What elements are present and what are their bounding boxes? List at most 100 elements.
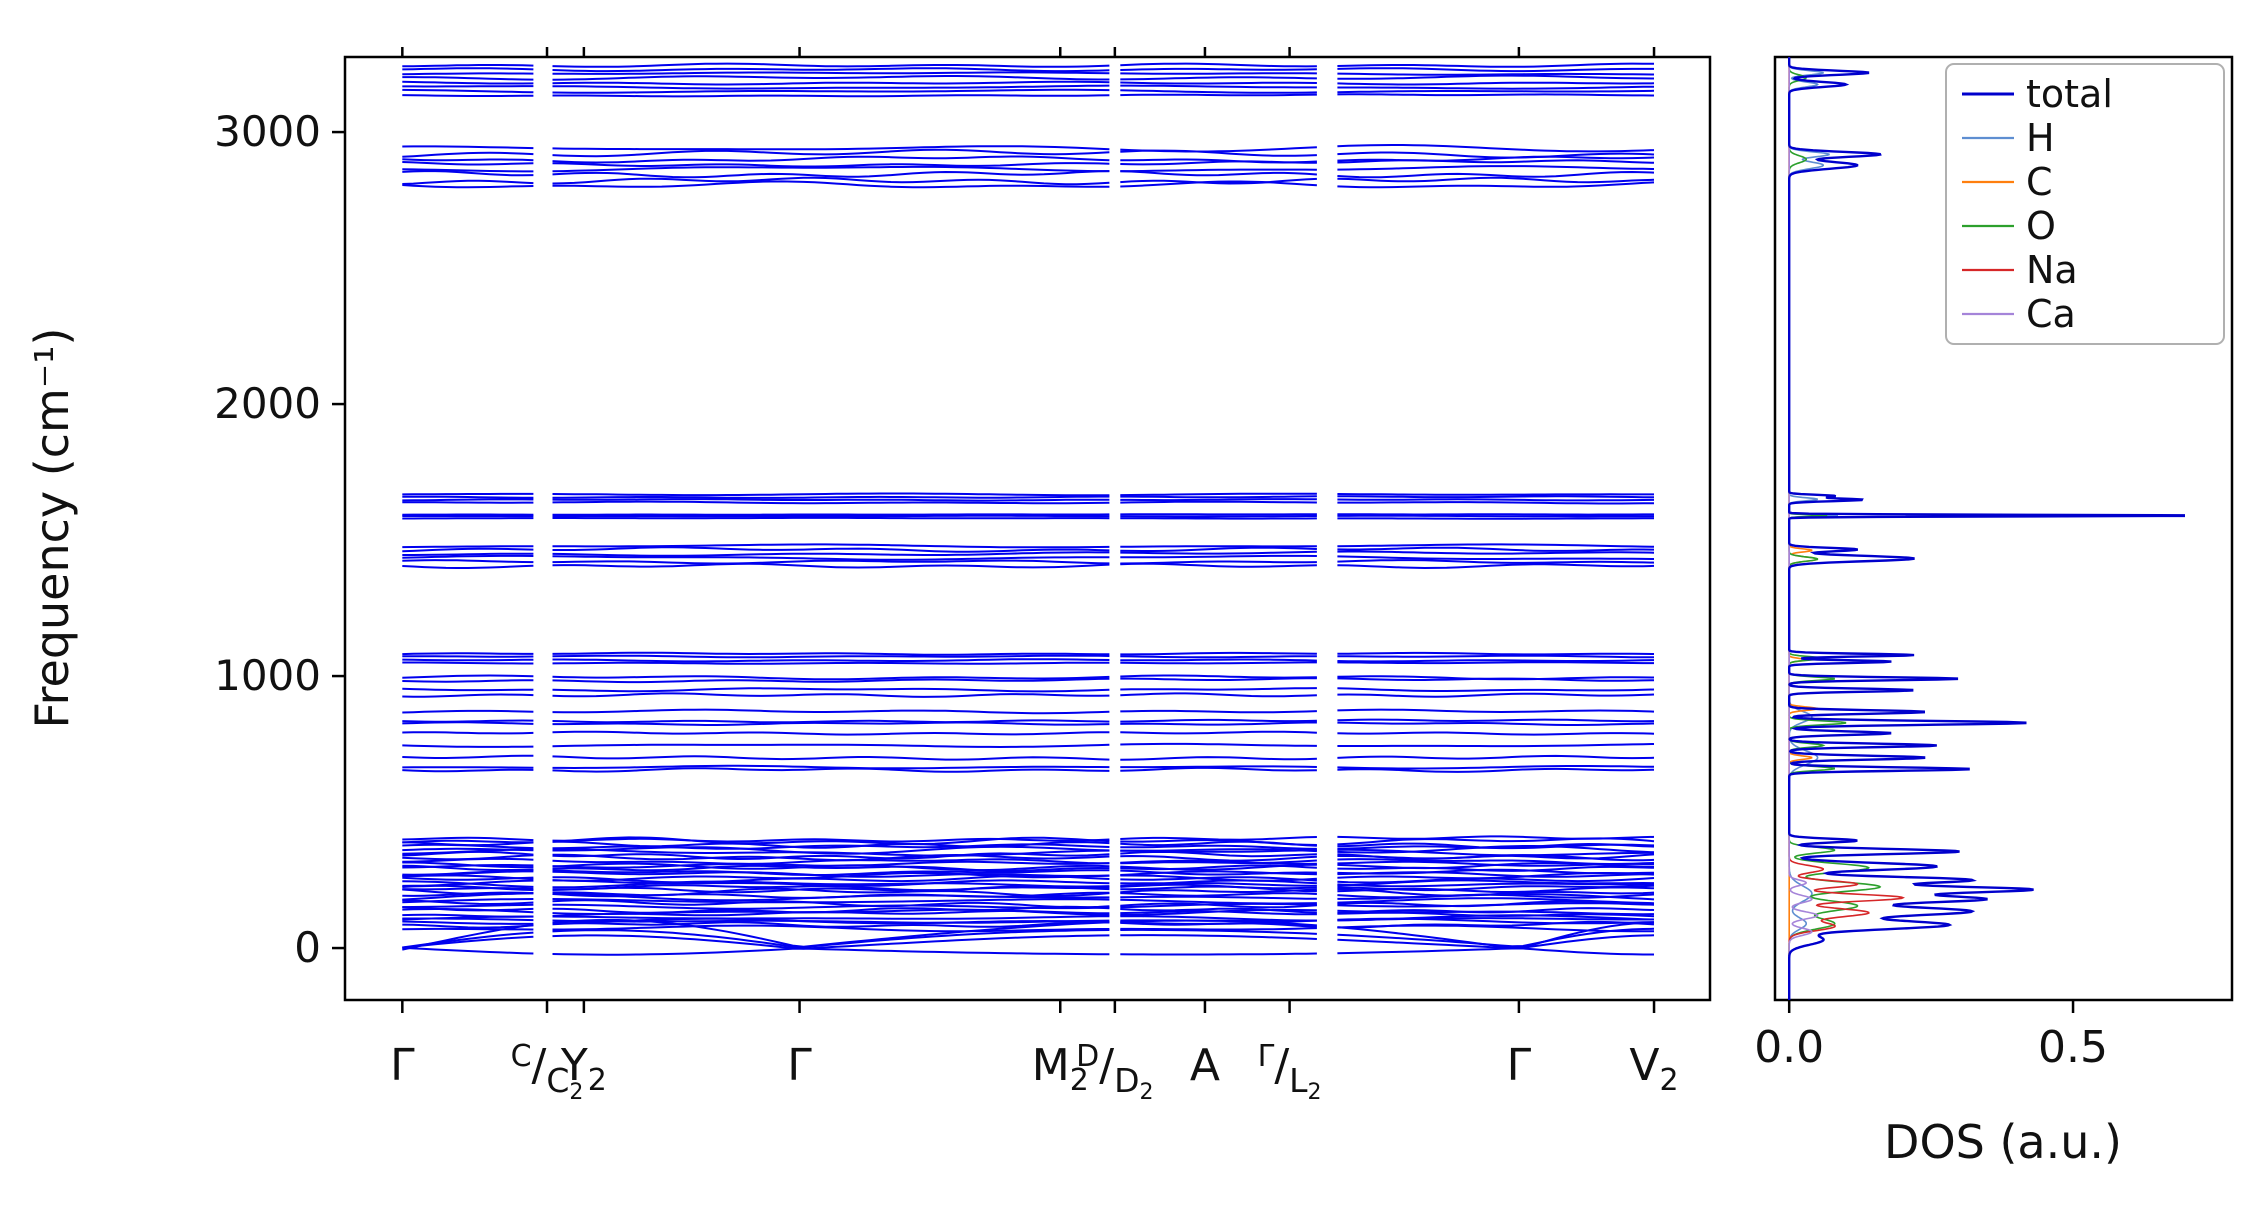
band-line [552,840,1110,849]
band-line [552,562,1110,569]
band-line [1337,765,1655,770]
band-line [552,658,1110,663]
band-line [1120,882,1317,887]
band-line [1120,677,1317,681]
band-line [552,853,1110,862]
band-line [402,161,534,166]
band-line [402,923,534,951]
band-line [552,180,1110,189]
band-line [402,88,534,94]
band-line [552,687,1110,693]
kpoint-label: Γ [1507,1040,1532,1091]
band-line [552,67,1110,73]
band-line [1120,869,1317,876]
band-line [402,151,534,158]
band-line [552,919,1110,948]
band-line [402,879,534,887]
band-line [1337,555,1655,560]
band-line [1120,84,1317,89]
band-line [552,62,1110,68]
kpoint-label: Γ [390,1040,415,1091]
band-line [402,80,534,85]
band-line [552,498,1110,502]
band-line [1337,731,1655,736]
band-line [1120,902,1317,909]
band-line [1120,562,1317,568]
band-line [1120,854,1317,862]
band-line [402,913,534,918]
band-line [402,903,534,909]
band-line [552,500,1110,505]
band-line [1337,718,1655,723]
band-line [1120,546,1317,552]
band-line [1120,515,1317,518]
band-line [552,692,1110,698]
band-line [1337,151,1655,159]
band-line [1337,501,1655,505]
band-line [552,845,1110,855]
band-line [552,730,1110,736]
band-line [402,564,534,569]
dos-tick-label: 0.5 [2038,1022,2108,1073]
band-line [402,552,534,556]
band-line [1120,765,1317,769]
band-line [552,155,1110,164]
band-line [1337,888,1655,897]
band-line [1337,882,1655,888]
kpoint-label: V2 [1629,1040,1678,1098]
frequency-tick-label: 3000 [214,107,321,156]
band-line [1337,721,1655,726]
band-line [1337,550,1655,555]
band-line [1120,928,1317,935]
band-line [1120,661,1317,665]
band-line [552,661,1110,665]
band-line [402,94,534,97]
band-line [1120,709,1317,714]
band-line [1120,658,1317,662]
band-line [402,498,534,502]
band-line [552,903,1110,910]
band-line [1337,81,1655,86]
band-line [552,837,1110,843]
band-line [552,492,1110,497]
band-line [402,839,534,844]
band-line [552,921,1110,928]
kpoint-label: A [1190,1040,1220,1091]
kpoint-label: Γ [787,1040,812,1091]
band-line [1337,842,1655,849]
band-line [1337,651,1655,656]
band-line [552,94,1110,98]
band-line [402,495,534,499]
band-line [552,677,1110,684]
band-line [1120,89,1317,94]
band-line [402,744,534,748]
legend-label-H: H [2026,116,2055,160]
band-line [552,75,1110,81]
frequency-tick-label: 2000 [214,379,321,428]
legend-label-O: O [2026,204,2056,248]
band-line [1337,89,1655,94]
band-line [1120,170,1317,177]
band-line [552,651,1110,656]
kpoint-label: Γ/L2 [1258,1039,1322,1105]
band-line [552,80,1110,86]
band-line [1120,146,1317,153]
band-line [1337,498,1655,502]
band-line [1337,176,1655,184]
band-line [1120,836,1317,841]
legend-label-total: total [2026,72,2113,116]
band-line [1120,850,1317,858]
kpoint-label: M2 [1032,1040,1089,1098]
band-line [1120,72,1317,75]
kpoint-label: D/D2 [1076,1039,1153,1105]
band-line [402,887,534,891]
band-line [552,546,1110,553]
band-line [402,847,534,852]
band-line [1120,883,1317,890]
band-line [1337,675,1655,681]
band-line [552,495,1110,499]
legend-label-C: C [2026,160,2053,204]
band-line [1337,907,1655,914]
